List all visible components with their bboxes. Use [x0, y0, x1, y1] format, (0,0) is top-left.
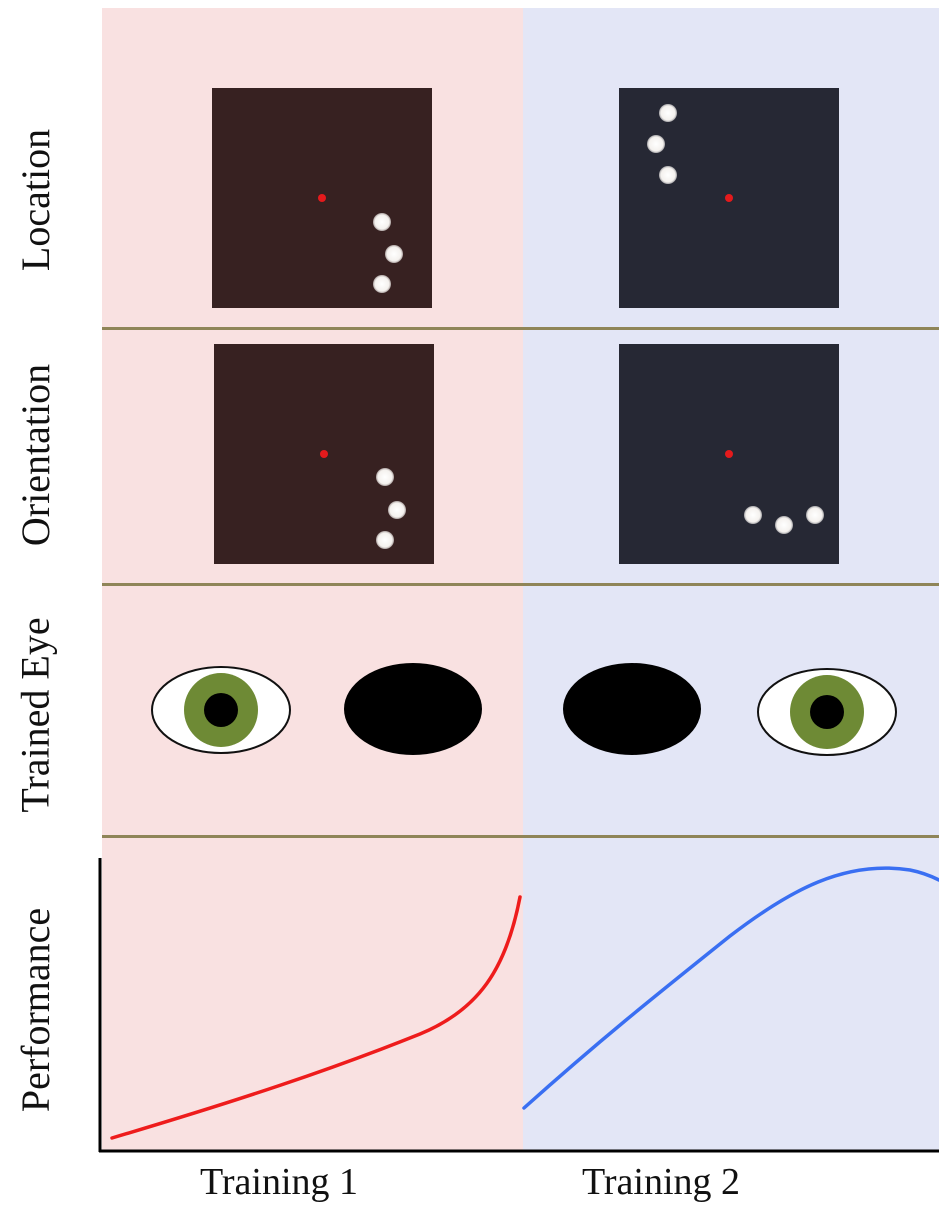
- stimulus-dot: [373, 213, 391, 231]
- x-label-training-1: Training 1: [200, 1161, 359, 1203]
- fixation-point: [320, 450, 328, 458]
- stimulus-dot: [388, 501, 406, 519]
- stimulus-dot: [775, 516, 793, 534]
- location-stimulus-training-1: [212, 88, 432, 308]
- open-eye-icon: [757, 668, 897, 756]
- stimulus-dot: [659, 104, 677, 122]
- training-1-performance-curve: [110, 895, 522, 1140]
- location-stimulus-training-2: [619, 88, 839, 308]
- stimulus-dot: [744, 506, 762, 524]
- eye-patch-icon: [344, 663, 482, 755]
- stimulus-dot: [647, 135, 665, 153]
- orientation-stimulus-training-2: [619, 344, 839, 564]
- x-label-training-2: Training 2: [582, 1161, 741, 1203]
- training-2-performance-curve: [522, 866, 939, 1110]
- row-divider: [102, 583, 939, 586]
- fixation-point: [725, 450, 733, 458]
- open-eye-icon: [151, 666, 291, 754]
- fixation-point: [725, 194, 733, 202]
- row-divider: [102, 327, 939, 330]
- stimulus-dot: [385, 245, 403, 263]
- stimulus-dot: [806, 506, 824, 524]
- orientation-stimulus-training-1: [214, 344, 434, 564]
- stimulus-dot: [376, 468, 394, 486]
- row-divider: [102, 835, 939, 838]
- eye-patch-icon: [563, 663, 701, 755]
- stimulus-dot: [373, 275, 391, 293]
- stimulus-dot: [376, 531, 394, 549]
- fixation-point: [318, 194, 326, 202]
- stimulus-dot: [659, 166, 677, 184]
